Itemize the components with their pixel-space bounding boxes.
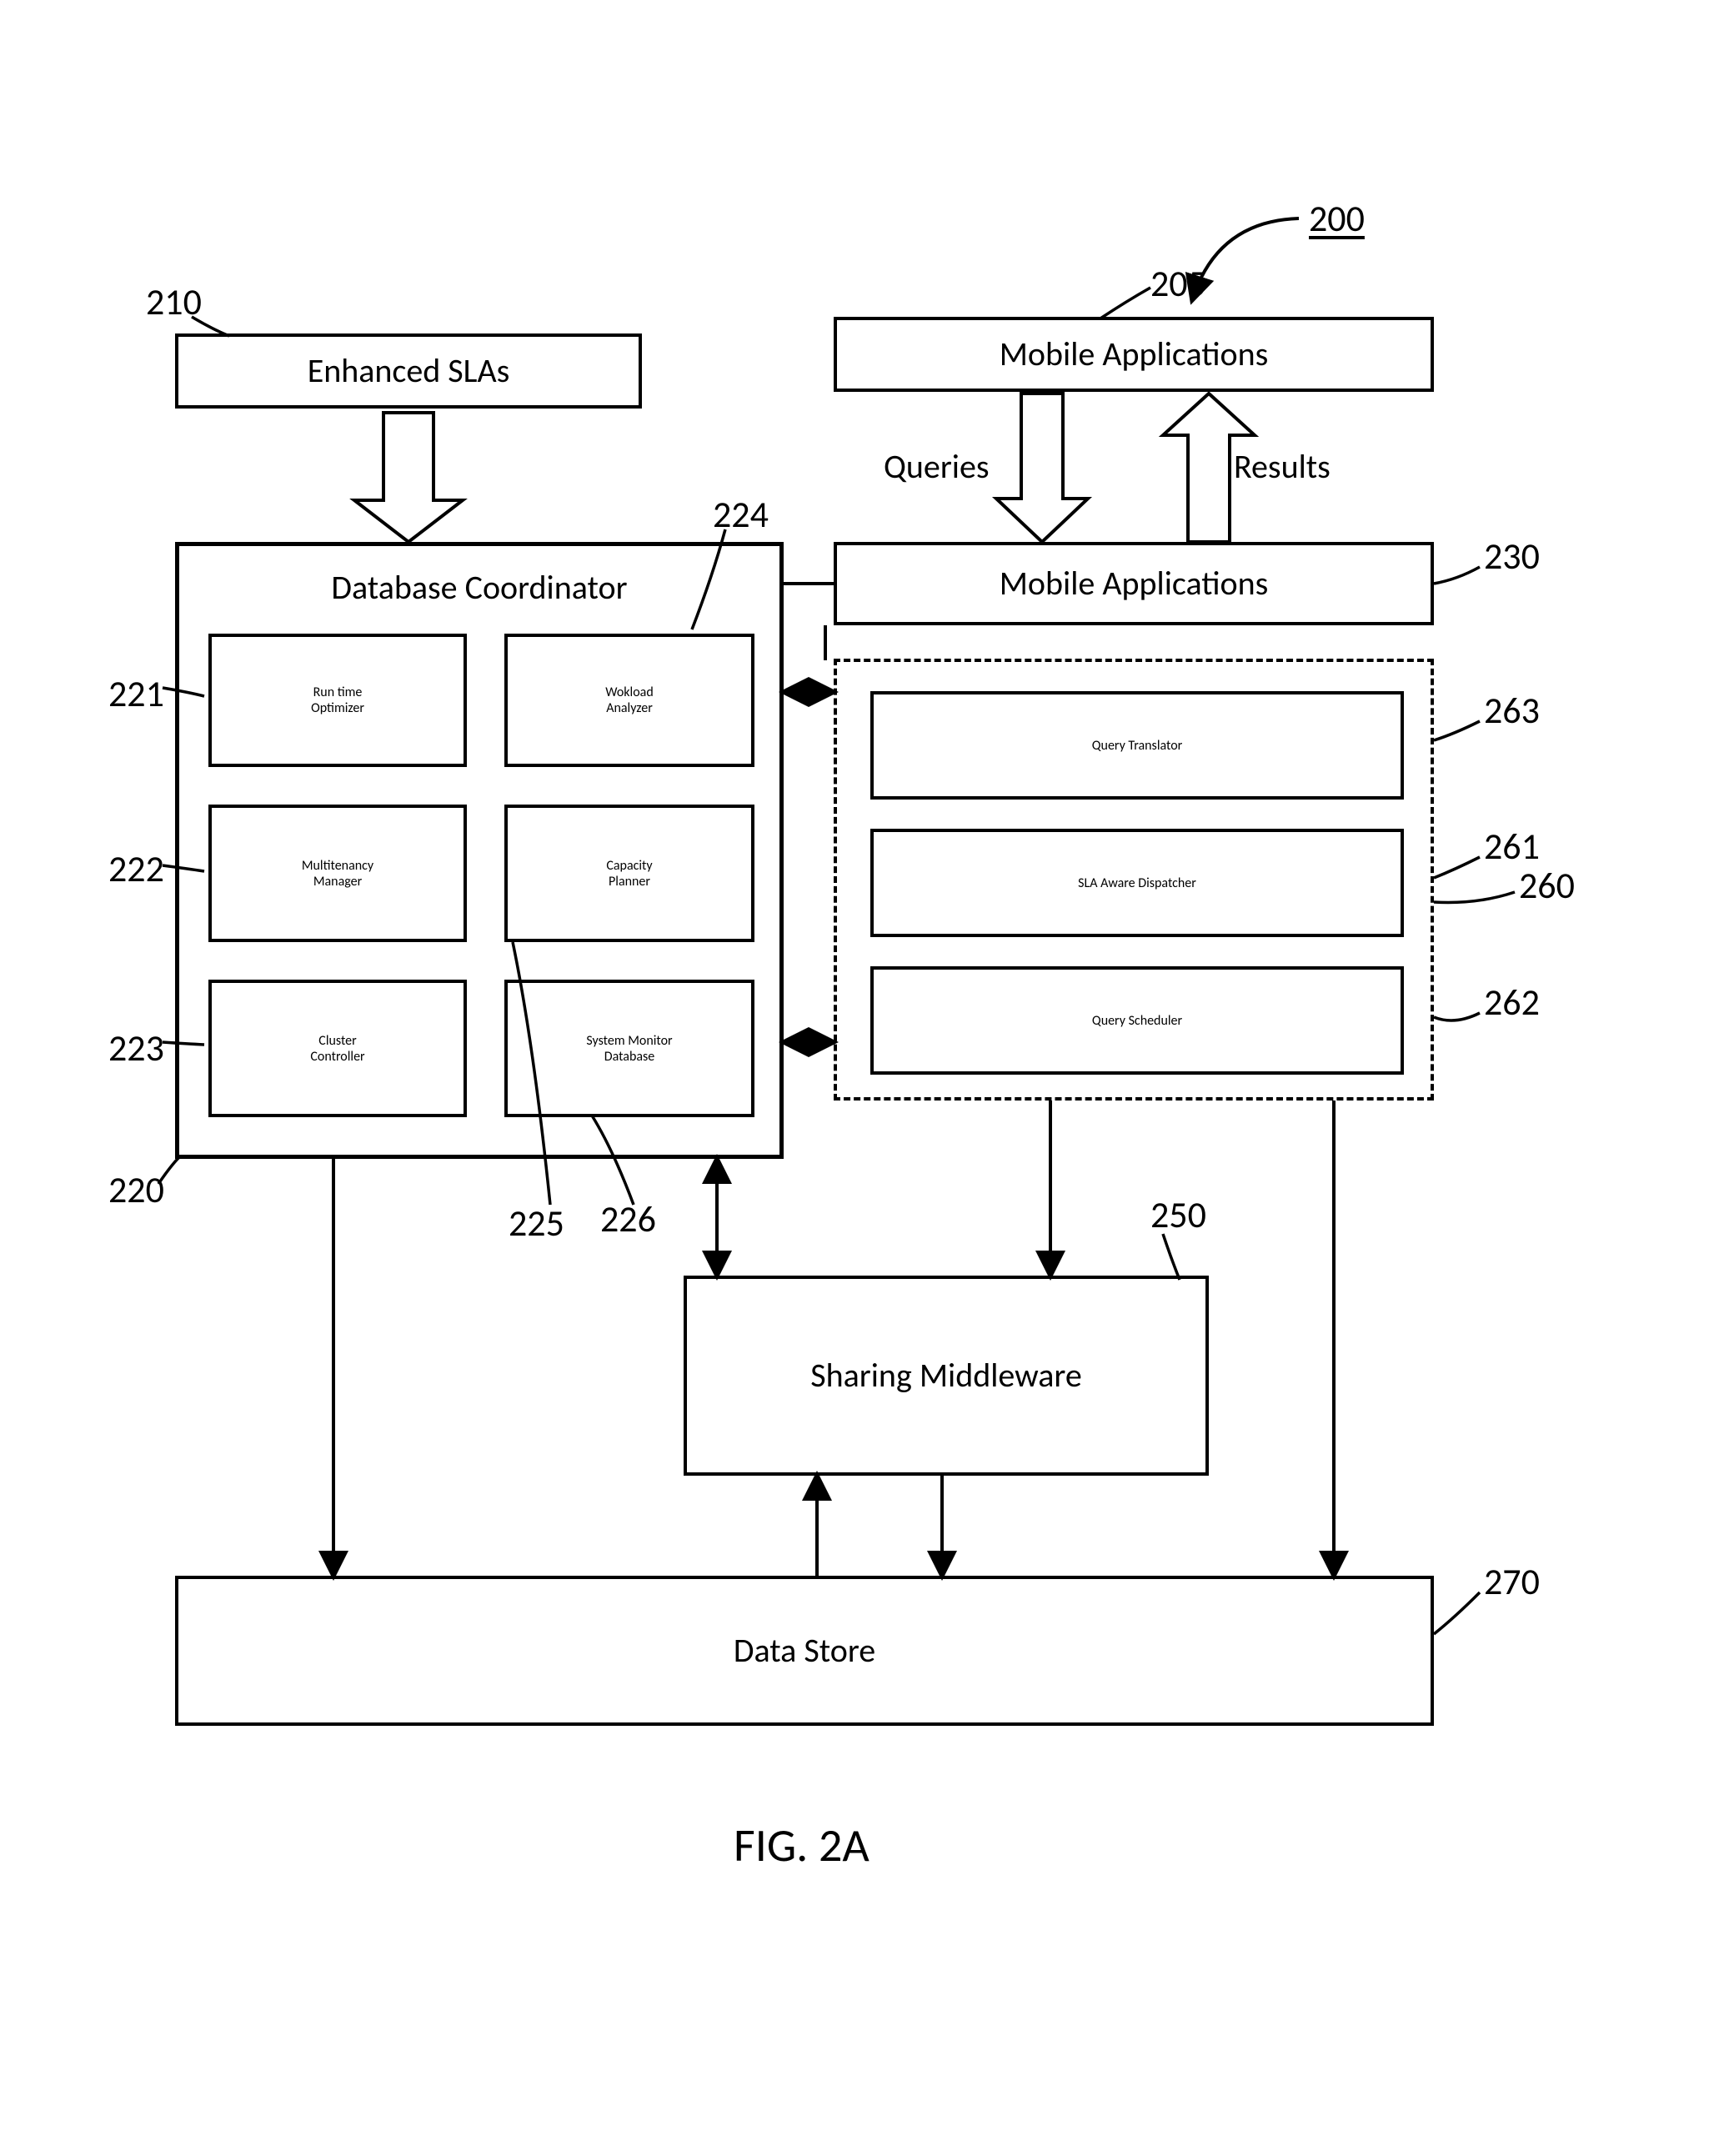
ref-230: 230 xyxy=(1484,534,1540,579)
sharing-middleware-box: Sharing Middleware xyxy=(684,1276,1209,1476)
database-coordinator-title: Database Coordinator xyxy=(179,567,779,608)
dispatcher-group: Query Translator SLA Aware Dispatcher Qu… xyxy=(834,659,1434,1101)
runtime-optimizer-label: Run time Optimizer xyxy=(311,684,364,716)
mobile-apps-bottom-label: Mobile Applications xyxy=(1000,566,1269,601)
ref-224: 224 xyxy=(713,492,769,537)
capacity-planner-box: Capacity Planner xyxy=(504,805,754,942)
ref-221: 221 xyxy=(108,671,164,716)
ref-270: 270 xyxy=(1484,1559,1540,1604)
database-coordinator-group: Database Coordinator Run time Optimizer … xyxy=(175,542,784,1159)
system-monitor-label: System Monitor Database xyxy=(586,1033,672,1065)
workload-analyzer-label: Wokload Analyzer xyxy=(605,684,653,716)
ref-223: 223 xyxy=(108,1025,164,1070)
system-monitor-box: System Monitor Database xyxy=(504,980,754,1117)
ref-200: 200 xyxy=(1309,196,1365,241)
ref-226: 226 xyxy=(600,1196,656,1241)
ref-220: 220 xyxy=(108,1167,164,1212)
mobile-apps-bottom-box: Mobile Applications xyxy=(834,542,1434,625)
sla-dispatcher-box: SLA Aware Dispatcher xyxy=(870,829,1404,937)
ref-250: 250 xyxy=(1150,1192,1206,1237)
query-translator-box: Query Translator xyxy=(870,691,1404,800)
ref-225: 225 xyxy=(509,1201,564,1246)
query-scheduler-box: Query Scheduler xyxy=(870,966,1404,1075)
runtime-optimizer-box: Run time Optimizer xyxy=(208,634,467,767)
queries-label: Queries xyxy=(884,446,990,487)
results-label: Results xyxy=(1234,446,1331,487)
enhanced-slas-label: Enhanced SLAs xyxy=(308,353,510,389)
mobile-apps-top-label: Mobile Applications xyxy=(1000,337,1269,372)
multitenancy-manager-box: Multitenancy Manager xyxy=(208,805,467,942)
ref-210: 210 xyxy=(146,279,202,324)
ref-262: 262 xyxy=(1484,980,1540,1025)
enhanced-slas-box: Enhanced SLAs xyxy=(175,333,642,409)
data-store-label: Data Store xyxy=(734,1633,875,1668)
workload-analyzer-box: Wokload Analyzer xyxy=(504,634,754,767)
ref-260: 260 xyxy=(1519,863,1575,908)
query-translator-label: Query Translator xyxy=(1092,738,1182,754)
cluster-controller-label: Cluster Controller xyxy=(310,1033,364,1065)
data-store-box: Data Store xyxy=(175,1576,1434,1726)
diagram-root: 200 Enhanced SLAs 210 Mobile Application… xyxy=(0,0,1724,2156)
capacity-planner-label: Capacity Planner xyxy=(606,858,652,890)
ref-205: 205 xyxy=(1150,261,1206,306)
cluster-controller-box: Cluster Controller xyxy=(208,980,467,1117)
query-scheduler-label: Query Scheduler xyxy=(1092,1013,1182,1029)
ref-222: 222 xyxy=(108,846,164,891)
ref-263: 263 xyxy=(1484,688,1540,733)
sharing-middleware-label: Sharing Middleware xyxy=(810,1358,1082,1393)
figure-caption: FIG. 2A xyxy=(734,1818,870,1874)
multitenancy-manager-label: Multitenancy Manager xyxy=(302,858,373,890)
ref-261: 261 xyxy=(1484,824,1540,869)
mobile-apps-top-box: Mobile Applications xyxy=(834,317,1434,392)
sla-dispatcher-label: SLA Aware Dispatcher xyxy=(1078,875,1196,891)
